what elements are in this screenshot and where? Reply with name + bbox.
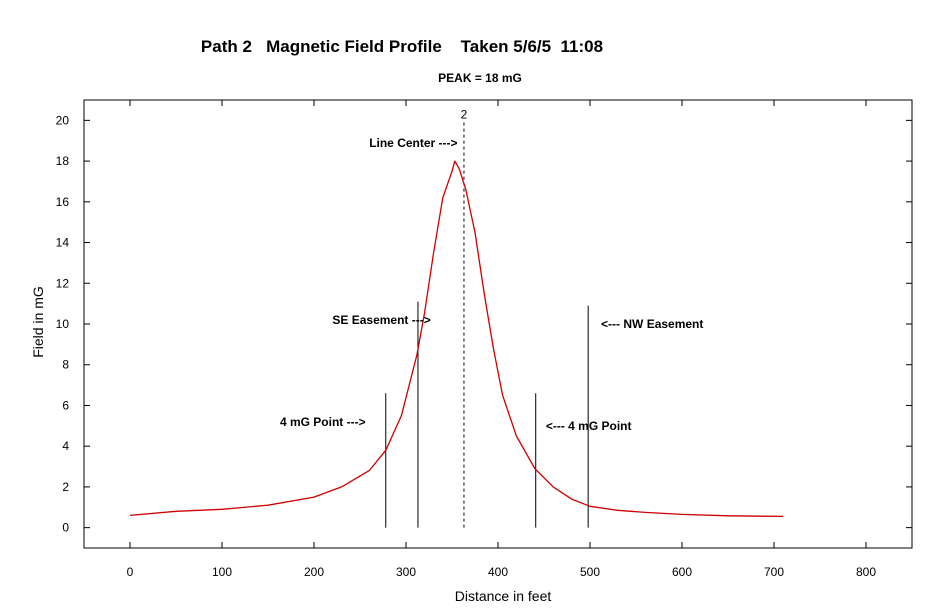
y-tick-label: 16 xyxy=(56,195,70,209)
annotation-label: 4 mG Point ---> xyxy=(280,415,366,429)
line-marker-label: 2 xyxy=(461,107,468,121)
annotation-label: SE Easement ---> xyxy=(332,313,430,327)
y-tick-label: 20 xyxy=(56,113,70,127)
y-tick-label: 2 xyxy=(62,480,69,494)
y-tick-label: 0 xyxy=(62,521,69,535)
field-profile-line xyxy=(129,160,784,518)
annotation-label: <--- NW Easement xyxy=(601,317,703,331)
x-tick-label: 0 xyxy=(127,565,134,579)
x-tick-label: 700 xyxy=(764,565,784,579)
x-tick-label: 100 xyxy=(212,565,232,579)
y-tick-label: 4 xyxy=(62,439,69,453)
chart-subtitle: PEAK = 18 mG xyxy=(438,71,522,85)
x-tick-label: 500 xyxy=(580,565,600,579)
x-tick-label: 300 xyxy=(396,565,416,579)
annotation-label: <--- 4 mG Point xyxy=(546,419,632,433)
chart-title: Path 2 Magnetic Field Profile Taken 5/6/… xyxy=(201,37,603,56)
y-axis-label: Field in mG xyxy=(30,286,46,358)
x-axis-label: Distance in feet xyxy=(455,588,552,604)
y-tick-label: 10 xyxy=(56,317,70,331)
x-tick-label: 200 xyxy=(304,565,324,579)
x-tick-label: 600 xyxy=(672,565,692,579)
y-tick-label: 8 xyxy=(62,358,69,372)
y-tick-label: 12 xyxy=(56,276,70,290)
x-tick-label: 400 xyxy=(488,565,508,579)
y-tick-label: 6 xyxy=(62,398,69,412)
y-tick-label: 14 xyxy=(56,236,70,250)
plot-frame xyxy=(83,99,913,549)
x-tick-label: 800 xyxy=(856,565,876,579)
y-tick-label: 18 xyxy=(56,154,70,168)
annotation-label: Line Center ---> xyxy=(369,136,457,150)
